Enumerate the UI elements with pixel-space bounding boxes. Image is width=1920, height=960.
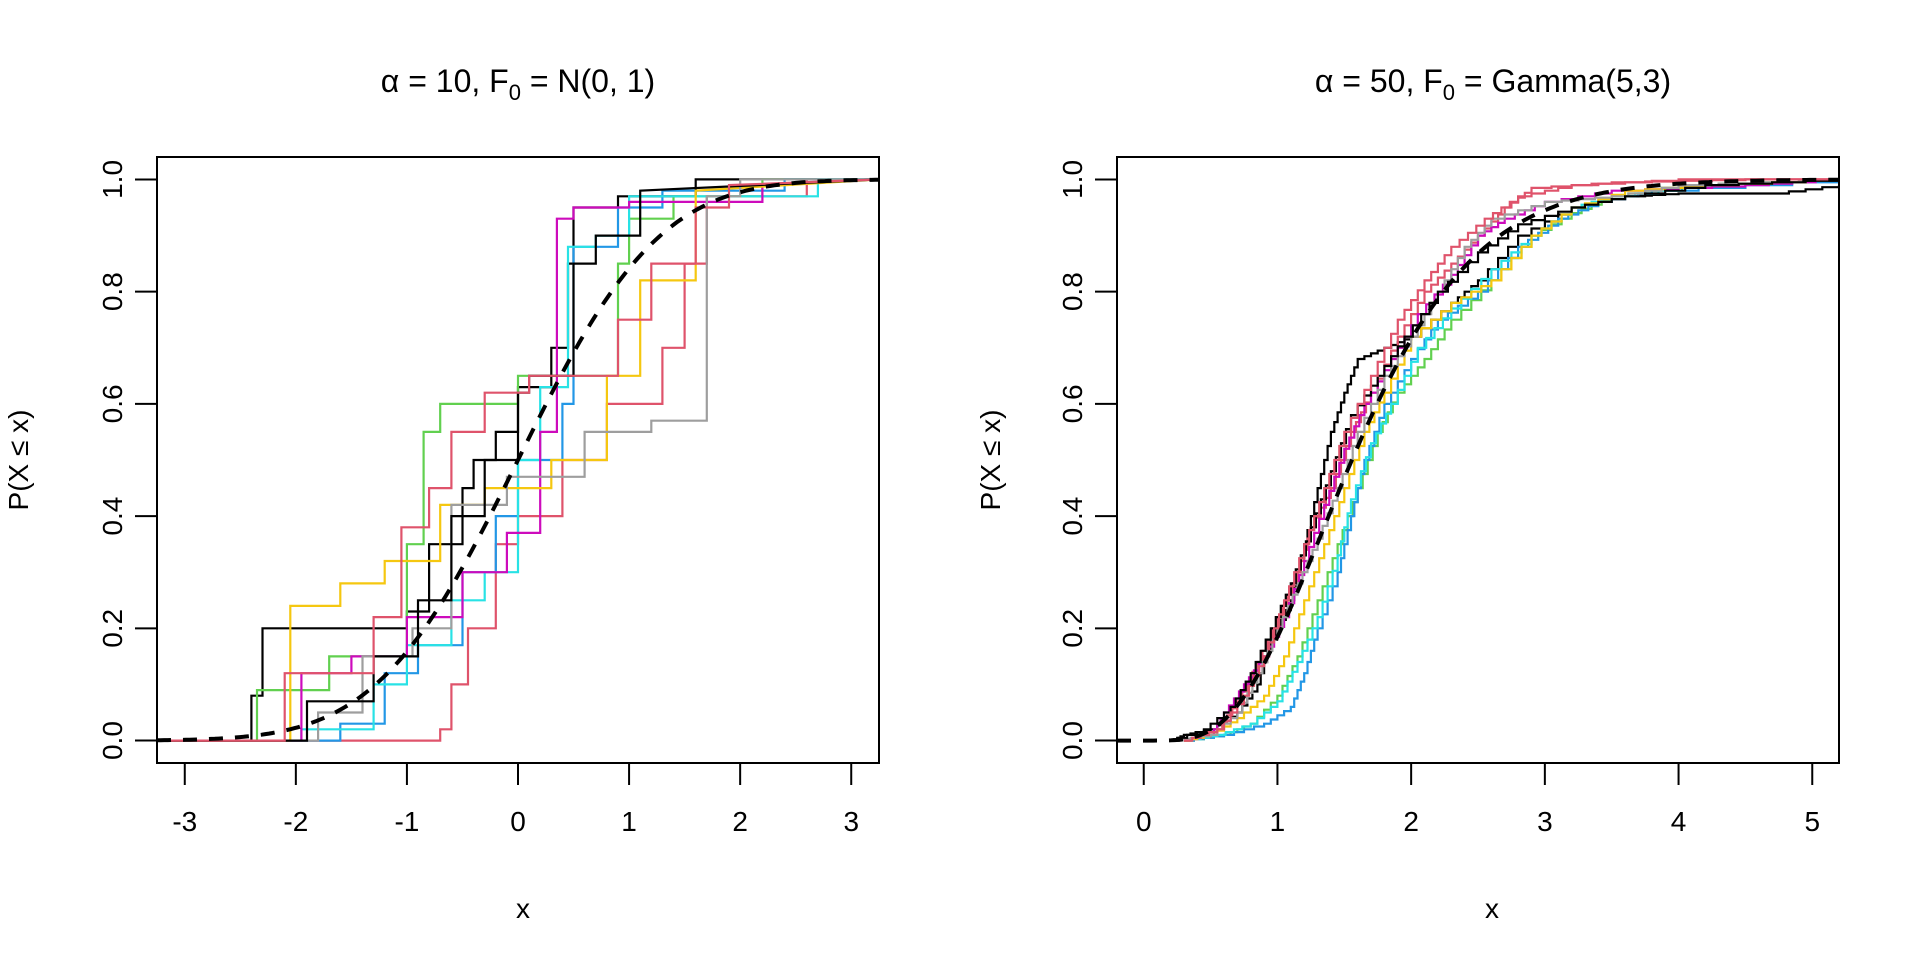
ecdf-line-draw-3 — [1183, 179, 1839, 742]
title-rest: = Gamma(5,3) — [1455, 63, 1671, 99]
y-tick-label: 0.4 — [97, 497, 128, 536]
series-group — [1117, 177, 1839, 743]
x-tick-label: 3 — [1537, 806, 1553, 837]
plot-marks — [1117, 177, 1839, 743]
ecdf-line-draw-9 — [157, 178, 879, 742]
x-tick-label: 0 — [1136, 806, 1152, 837]
title-rest: = N(0, 1) — [521, 63, 655, 99]
ecdf-line-draw-7 — [1183, 179, 1839, 742]
y-tick-label: 0.0 — [1057, 721, 1088, 760]
title-alpha: α = 10, — [381, 63, 489, 99]
title-f: F — [1423, 63, 1443, 99]
x-tick-label: -1 — [394, 806, 419, 837]
y-tick-label: 1.0 — [97, 160, 128, 199]
title-alpha: α = 50, — [1315, 63, 1423, 99]
y-tick-label: 0.8 — [1057, 272, 1088, 311]
x-tick-label: 0 — [510, 806, 526, 837]
y-tick-label: 0.8 — [97, 272, 128, 311]
title-subscript: 0 — [1443, 80, 1455, 105]
x-tick-label: 1 — [621, 806, 637, 837]
x-tick-label: 3 — [843, 806, 859, 837]
x-tick-label: 2 — [732, 806, 748, 837]
panel-title: α = 50, F0 = Gamma(5,3) — [1315, 63, 1671, 105]
x-tick-label: 5 — [1804, 806, 1820, 837]
y-tick-label: 1.0 — [1057, 160, 1088, 199]
axis-ticks: -3 -2 -1 0 1 2 3 0.0 0.2 0.4 0.6 0.8 1.0 — [97, 160, 859, 837]
ecdf-line-draw-9 — [1170, 179, 1839, 742]
title-f: F — [489, 63, 509, 99]
series-group — [157, 177, 879, 743]
y-tick-label: 0.0 — [97, 721, 128, 760]
ecdf-line-draw-8 — [157, 178, 879, 742]
panel-title: α = 10, F0 = N(0, 1) — [381, 63, 655, 105]
reference-cdf-line — [157, 177, 879, 743]
x-axis-label: x — [516, 893, 530, 924]
ecdf-line-draw-2 — [1183, 178, 1839, 742]
y-tick-label: 0.6 — [1057, 384, 1088, 423]
ecdf-line-draw-4 — [1183, 179, 1839, 742]
ecdf-line-draw-8 — [1170, 179, 1839, 742]
plot-marks — [157, 177, 879, 743]
axis-ticks: 0 1 2 3 4 5 0.0 0.2 0.4 0.6 0.8 1.0 — [1057, 160, 1820, 837]
x-axis-label: x — [1485, 893, 1499, 924]
plot-frame — [1116, 156, 1840, 764]
reference-cdf-line — [1117, 177, 1839, 743]
x-tick-label: 1 — [1270, 806, 1286, 837]
y-axis-label: P(X ≤ x) — [975, 410, 1006, 511]
x-tick-label: 2 — [1403, 806, 1419, 837]
y-tick-label: 0.6 — [97, 384, 128, 423]
x-tick-label: 4 — [1671, 806, 1687, 837]
y-tick-label: 0.2 — [1057, 609, 1088, 648]
y-tick-label: 0.4 — [1057, 497, 1088, 536]
y-tick-label: 0.2 — [97, 609, 128, 648]
ecdf-line-draw-6 — [157, 178, 879, 742]
x-tick-label: -2 — [283, 806, 308, 837]
title-subscript: 0 — [509, 80, 521, 105]
x-tick-label: -3 — [172, 806, 197, 837]
plot-frame — [156, 156, 880, 764]
y-axis-label: P(X ≤ x) — [3, 410, 34, 511]
panel-normal: α = 10, F0 = N(0, 1) P(X ≤ x) x -3 -2 -1 0 1… — [3, 63, 880, 924]
ecdf-line-draw-10 — [157, 178, 879, 742]
